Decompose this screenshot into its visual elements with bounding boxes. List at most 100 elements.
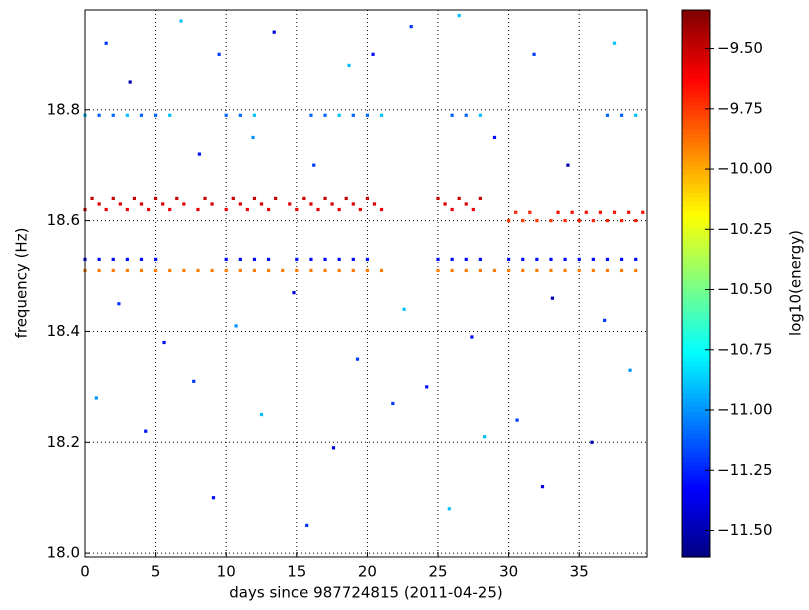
colorbar-cell — [682, 438, 710, 444]
colorbar-cell — [682, 329, 710, 335]
colorbar-cell — [682, 60, 710, 66]
point — [309, 268, 313, 273]
colorbar-cell — [682, 183, 710, 189]
point — [521, 218, 525, 223]
point — [252, 113, 257, 117]
colorbar-cell — [682, 520, 710, 526]
point — [351, 202, 355, 206]
point — [111, 113, 115, 117]
point — [535, 257, 539, 261]
point — [556, 210, 560, 214]
colorbar-cell — [682, 365, 710, 371]
point — [132, 196, 137, 201]
point — [563, 257, 567, 261]
point — [337, 207, 341, 212]
x-axis-label: days since 987724815 (2011-04-25) — [229, 584, 502, 602]
point — [234, 324, 238, 328]
point — [641, 210, 645, 214]
point — [532, 52, 536, 56]
point — [266, 207, 271, 212]
colorbar-cell — [682, 506, 710, 513]
colorbar-cell — [682, 360, 710, 367]
colorbar-cell — [682, 64, 710, 70]
point — [619, 268, 624, 273]
x-tick-label: 30 — [499, 563, 518, 581]
point — [97, 268, 101, 273]
point — [179, 19, 183, 23]
colorbar-tick-label: −11.50 — [717, 521, 773, 539]
colorbar-cell — [682, 461, 710, 467]
point — [514, 210, 518, 214]
colorbar-cell — [682, 160, 710, 166]
colorbar-cell — [682, 269, 710, 275]
point — [281, 268, 285, 273]
y-axis-label: frequency (Hz) — [13, 228, 31, 339]
colorbar-cell — [682, 319, 710, 326]
colorbar-cell — [682, 128, 710, 134]
colorbar-cell — [682, 452, 710, 458]
colorbar-cell — [682, 470, 710, 476]
point — [224, 113, 228, 117]
point — [125, 113, 129, 117]
point — [305, 523, 309, 528]
point — [252, 268, 257, 273]
point — [457, 196, 461, 201]
colorbar-cell — [682, 411, 710, 417]
point — [288, 202, 292, 206]
point — [365, 268, 370, 273]
colorbar-cell — [682, 443, 710, 449]
point — [478, 257, 482, 261]
point — [252, 196, 257, 201]
colorbar-cell — [682, 23, 710, 29]
colorbar-cell — [682, 164, 710, 171]
point — [309, 113, 313, 117]
colorbar-cell — [682, 447, 710, 453]
point — [344, 196, 348, 201]
colorbar-cell — [682, 73, 710, 79]
point — [591, 257, 595, 261]
point — [168, 207, 172, 212]
point — [590, 440, 594, 444]
point — [612, 210, 617, 214]
point — [197, 152, 201, 156]
point — [104, 41, 108, 45]
point — [351, 257, 355, 261]
point — [425, 385, 429, 389]
point — [507, 218, 511, 223]
point — [549, 218, 553, 223]
point — [535, 268, 539, 273]
colorbar-cell — [682, 14, 710, 20]
point — [295, 207, 299, 212]
colorbar-cell — [682, 265, 710, 271]
point — [471, 207, 475, 212]
point — [478, 268, 482, 273]
colorbar-cell — [682, 342, 710, 348]
point — [238, 202, 242, 206]
colorbar-cell — [682, 146, 710, 152]
colorbar-cell — [682, 123, 710, 130]
point — [97, 257, 101, 261]
point — [447, 507, 451, 511]
point — [139, 202, 144, 206]
colorbar-cell — [682, 187, 710, 193]
colorbar-cell — [682, 169, 710, 175]
colorbar-cell — [682, 324, 710, 330]
colorbar-cell — [682, 433, 710, 440]
point — [507, 268, 511, 273]
colorbar-cell — [682, 379, 710, 385]
point — [347, 63, 351, 68]
point — [470, 335, 474, 339]
point — [161, 202, 165, 206]
point — [563, 218, 567, 223]
colorbar-cell — [682, 133, 710, 139]
point — [292, 291, 296, 295]
colorbar-cell — [682, 151, 710, 157]
colorbar-cell — [682, 297, 710, 303]
point — [549, 268, 553, 273]
point — [111, 196, 115, 201]
colorbar-cell — [682, 78, 710, 84]
colorbar-tick-label: −10.50 — [717, 280, 773, 298]
y-tick-label: 18.4 — [47, 322, 80, 340]
point — [330, 202, 334, 206]
point — [125, 207, 129, 212]
